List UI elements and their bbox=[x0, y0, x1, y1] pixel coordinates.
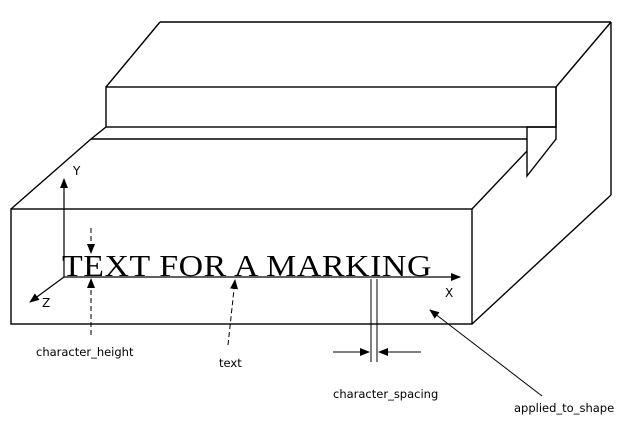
y-axis-label: Y bbox=[72, 164, 81, 178]
block-front-face bbox=[10, 208, 473, 325]
notch-outline bbox=[526, 87, 557, 179]
applied-to-shape-leader bbox=[429, 309, 543, 397]
rail-left-slant bbox=[105, 21, 161, 88]
rail-front-face bbox=[105, 86, 557, 128]
z-axis-label: Z bbox=[42, 296, 50, 310]
text-leader bbox=[227, 279, 239, 346]
applied-to-shape-label: applied_to_shape bbox=[514, 401, 614, 415]
rail-right-slant bbox=[555, 21, 612, 88]
block-top-left-edge bbox=[10, 138, 92, 210]
block-shape bbox=[10, 21, 612, 325]
z-axis bbox=[29, 276, 65, 303]
character-spacing-label: character_spacing bbox=[333, 387, 438, 401]
rail-bottom-left-slant bbox=[90, 126, 107, 140]
block-top-right-edge bbox=[471, 150, 528, 210]
character-spacing-dimension bbox=[333, 279, 421, 362]
axes bbox=[29, 178, 461, 303]
x-axis-label: X bbox=[445, 286, 453, 300]
character-height-label: character_height bbox=[36, 345, 134, 359]
marking-text: TEXT FOR A MARKING bbox=[62, 248, 432, 283]
block-right-bottom-edge bbox=[471, 194, 612, 325]
text-label: text bbox=[219, 356, 242, 370]
